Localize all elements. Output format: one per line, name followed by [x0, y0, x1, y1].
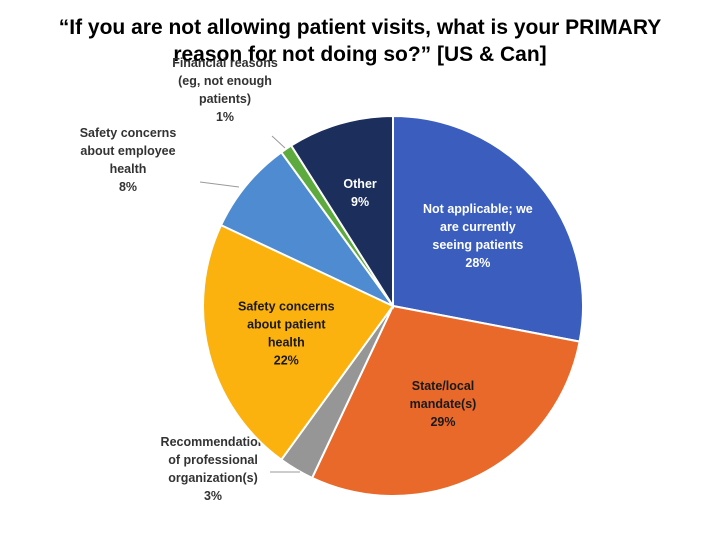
slice-label-line: Recommendation [161, 435, 266, 449]
slice-label: Not applicable; we are currently seeing pa… [423, 202, 533, 270]
pie-slice [310, 304, 581, 497]
slice-percent: 9% [351, 195, 369, 209]
slice-label-line: Financial reasons [172, 56, 278, 70]
slice-label-line: about employee [80, 144, 175, 158]
pie-slice [289, 114, 394, 310]
chart-title-line-2: reason for not doing so?” [US & Can] [173, 43, 547, 66]
slice-label-line: of professional [168, 453, 258, 467]
slice-label-line: mandate(s) [410, 397, 477, 411]
slice-label-line: patients) [199, 92, 251, 106]
slice-label-line: organization(s) [168, 471, 258, 485]
slice-label: Other 9% [343, 177, 376, 209]
slice-label-line: seeing patients [432, 238, 523, 252]
slice-label: Safety concerns about employee health 8% [80, 126, 177, 194]
slice-percent: 3% [204, 489, 222, 503]
slice-label: Safety concerns about patient health 22% [238, 299, 335, 367]
slice-label-line: Other [343, 177, 376, 191]
slice-percent: 22% [274, 353, 299, 367]
slice-label: Financial reasons (eg, not enough patients… [172, 56, 278, 124]
slice-label-line: health [268, 335, 305, 349]
slice-percent: 28% [465, 256, 490, 270]
slice-label-line: are currently [440, 220, 516, 234]
slice-label-line: health [110, 162, 147, 176]
slice-label-line: (eg, not enough [178, 74, 272, 88]
slice-percent: 8% [119, 180, 137, 194]
chart-title-line-1: “If you are not allowing patient visits,… [58, 16, 662, 39]
slice-percent: 29% [430, 415, 455, 429]
pie-slice [219, 150, 394, 307]
slice-label: Recommendation of professional organizatio… [161, 435, 266, 503]
slice-percent: 1% [216, 110, 234, 124]
chart-title: “If you are not allowing patient visits,… [0, 14, 720, 68]
slice-label-line: Safety concerns [238, 299, 335, 313]
slice-label-line: about patient [247, 317, 326, 331]
slice-label: State/local mandate(s) 29% [410, 379, 477, 429]
pie-slice [392, 114, 584, 343]
label-leader-line [271, 135, 286, 149]
slice-label-line: State/local [412, 379, 475, 393]
label-leader-line [199, 181, 240, 188]
slice-label-line: Not applicable; we [423, 202, 533, 216]
slice-label-line: Safety concerns [80, 126, 177, 140]
